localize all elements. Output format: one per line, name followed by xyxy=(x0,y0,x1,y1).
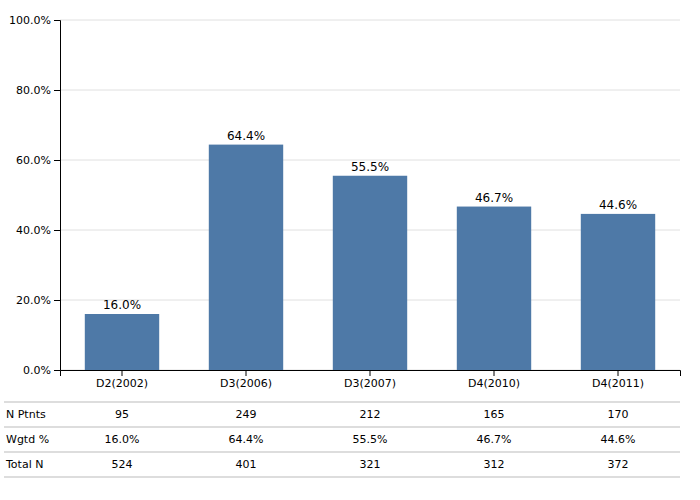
bar xyxy=(457,207,531,370)
table-rule xyxy=(4,427,680,428)
x-tick-mark xyxy=(370,370,371,376)
table-cell: 55.5% xyxy=(353,433,388,446)
table-row-label: Total N xyxy=(5,458,43,471)
table-row-label: Wgtd % xyxy=(6,433,49,446)
table-cell: 372 xyxy=(608,458,629,471)
x-tick-mark xyxy=(122,370,123,376)
x-tick-label: D3(2007) xyxy=(344,377,396,390)
y-tick-label: 80.0% xyxy=(16,84,51,97)
y-tick-label: 20.0% xyxy=(16,294,51,307)
table-cell: 44.6% xyxy=(601,433,636,446)
y-tick-mark xyxy=(54,20,60,21)
bar xyxy=(209,145,283,370)
y-tick-mark xyxy=(54,160,60,161)
y-tick-label: 0.0% xyxy=(23,364,51,377)
x-tick: D4(2011) xyxy=(592,370,644,390)
x-axis-line xyxy=(61,371,681,377)
x-axis: D2(2002) D3(2006) D3(2007) D4(2010) D4(2011) xyxy=(61,370,681,390)
y-tick-mark xyxy=(54,230,60,231)
x-tick-mark xyxy=(618,370,619,376)
table-cell: 46.7% xyxy=(477,433,512,446)
data-label: 16.0% xyxy=(103,298,141,312)
table-cell: 165 xyxy=(484,408,505,421)
table-cell: 95 xyxy=(115,408,129,421)
table-cell: 249 xyxy=(236,408,257,421)
table-cell: 212 xyxy=(360,408,381,421)
plot: 16.0% 64.4% 55.5% 46.7% 44.6% 0.0% 20.0% 40.0% 6… xyxy=(9,14,680,390)
table-cell: 524 xyxy=(112,458,133,471)
x-tick: D2(2002) xyxy=(96,370,148,390)
x-tick-label: D2(2002) xyxy=(96,377,148,390)
y-tick-mark xyxy=(54,90,60,91)
x-tick: D3(2007) xyxy=(344,370,396,390)
x-tick-mark xyxy=(494,370,495,376)
x-tick-mark xyxy=(246,370,247,376)
y-tick: 20.0% xyxy=(16,294,60,307)
y-tick-label: 40.0% xyxy=(16,224,51,237)
table-cell: 64.4% xyxy=(229,433,264,446)
grid-line xyxy=(60,90,680,91)
data-label: 44.6% xyxy=(599,198,637,212)
table-row-label: N Ptnts xyxy=(6,408,46,421)
table-rule xyxy=(4,402,680,403)
y-axis: 0.0% 20.0% 40.0% 60.0% 80.0% 100.0% xyxy=(9,14,60,377)
table-cell: 16.0% xyxy=(105,433,140,446)
data-labels: 16.0% 64.4% 55.5% 46.7% 44.6% xyxy=(103,129,637,312)
table-cell: 401 xyxy=(236,458,257,471)
x-tick: D3(2006) xyxy=(220,370,272,390)
y-tick: 60.0% xyxy=(16,154,60,167)
y-tick-label: 100.0% xyxy=(9,14,51,27)
y-tick-label: 60.0% xyxy=(16,154,51,167)
data-label: 46.7% xyxy=(475,191,513,205)
grid-line xyxy=(60,20,680,21)
data-label: 55.5% xyxy=(351,160,389,174)
y-tick-mark xyxy=(54,300,60,301)
x-tick-label: D4(2010) xyxy=(468,377,520,390)
bar xyxy=(85,314,159,370)
table-cell: 321 xyxy=(360,458,381,471)
y-tick: 80.0% xyxy=(16,84,60,97)
x-tick-label: D3(2006) xyxy=(220,377,272,390)
table-rule xyxy=(4,477,680,478)
bar xyxy=(333,176,407,370)
y-axis-line xyxy=(54,21,61,371)
y-tick: 0.0% xyxy=(23,364,60,377)
x-tick: D4(2010) xyxy=(468,370,520,390)
y-tick: 100.0% xyxy=(9,14,60,27)
x-tick-label: D4(2011) xyxy=(592,377,644,390)
data-label: 64.4% xyxy=(227,129,265,143)
table-rule xyxy=(4,452,680,453)
table: N Ptnts 95 249 212 165 170 Wgtd % 16.0% 64.4% 55.… xyxy=(4,402,680,477)
table-cell: 312 xyxy=(484,458,505,471)
y-tick: 40.0% xyxy=(16,224,60,237)
bar xyxy=(581,214,655,370)
table-cell: 170 xyxy=(608,408,629,421)
y-tick-mark xyxy=(54,370,60,371)
chart: 16.0% 64.4% 55.5% 46.7% 44.6% 0.0% 20.0% 40.0% 6… xyxy=(0,0,700,500)
grid xyxy=(60,20,680,370)
bars xyxy=(85,145,655,370)
